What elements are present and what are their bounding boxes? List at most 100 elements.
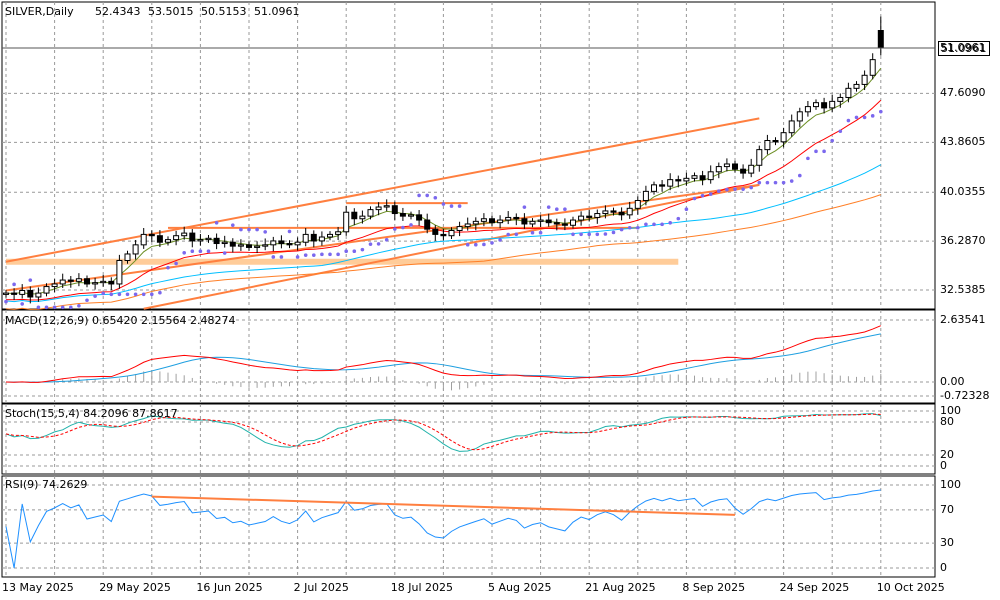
candle	[140, 233, 147, 246]
sar-dot	[77, 303, 81, 308]
candle	[505, 216, 512, 221]
candle	[116, 259, 123, 285]
sar-dot	[222, 251, 227, 255]
candle	[197, 239, 204, 242]
sar-dot	[125, 292, 130, 297]
stoch-tick: 80	[940, 414, 954, 428]
sar-dot	[182, 250, 186, 255]
candle	[343, 211, 350, 233]
candle	[424, 219, 431, 230]
date-tick: 24 Sep 2025	[779, 581, 850, 594]
candle	[92, 282, 99, 285]
sar-dot	[498, 238, 502, 242]
candle	[254, 245, 261, 248]
candle	[416, 214, 423, 221]
candle	[205, 237, 212, 241]
sar-dot	[239, 227, 243, 232]
candle	[578, 215, 585, 221]
candle	[756, 149, 763, 166]
candle	[262, 244, 269, 247]
sar-dot	[93, 294, 97, 298]
sar-dot	[376, 242, 381, 246]
sar-dot	[660, 222, 664, 227]
candle	[367, 209, 374, 217]
candle	[19, 289, 26, 295]
trendline	[5, 117, 760, 263]
panel-rsi	[1, 475, 936, 578]
sar-dot	[85, 298, 89, 303]
sar-dot	[765, 180, 770, 185]
candle	[683, 177, 690, 182]
price-tick: 51.0961	[940, 40, 986, 54]
candle	[464, 223, 471, 228]
sar-dot	[563, 207, 567, 212]
sar-dot	[522, 205, 527, 209]
sar-dot	[457, 204, 462, 208]
candle	[270, 240, 277, 246]
sar-dot	[60, 305, 65, 310]
rsi-trendline	[151, 495, 736, 516]
candle	[586, 215, 593, 218]
rsi-line	[5, 489, 881, 569]
sar-dot	[206, 249, 211, 254]
candle	[310, 233, 317, 242]
macd-label: MACD(12,26,9) 0.65420 2.15564 2.48274	[5, 314, 236, 327]
price-tick: 40.0355	[940, 185, 986, 199]
sar-dot	[117, 292, 122, 297]
candle	[667, 179, 674, 187]
candle	[675, 179, 682, 182]
candle	[472, 220, 479, 225]
sar-dot	[814, 149, 818, 154]
date-tick: 5 Aug 2025	[488, 581, 552, 594]
stoch-tick: 0	[940, 459, 947, 473]
candle	[327, 233, 333, 238]
candle	[35, 292, 42, 298]
sar-dot	[441, 202, 446, 206]
sar-dot	[773, 180, 778, 185]
candle	[845, 87, 852, 98]
sar-dot	[587, 232, 591, 237]
candle	[375, 206, 382, 211]
sar-dot	[150, 292, 154, 297]
stoch-label: Stoch(15,5,4) 84.2096 87.8617	[5, 407, 178, 420]
sar-dot	[141, 292, 146, 297]
sar-dot	[644, 222, 648, 227]
sar-dot	[231, 223, 235, 227]
sar-dot	[368, 242, 373, 246]
sar-dot	[822, 149, 826, 154]
sar-dot	[579, 232, 583, 237]
candle	[796, 111, 803, 122]
sar-dot	[336, 252, 340, 257]
sar-dot	[482, 242, 486, 247]
sar-dot	[101, 291, 105, 296]
candle	[51, 283, 58, 288]
sar-dot	[611, 230, 616, 235]
sar-dot	[854, 115, 859, 120]
candle	[618, 211, 625, 216]
candle	[318, 236, 325, 242]
panel-stoch	[1, 403, 936, 475]
candle	[764, 140, 771, 151]
sar-dot	[352, 249, 357, 254]
candle	[456, 226, 463, 231]
candle	[715, 166, 722, 173]
candle	[480, 218, 487, 222]
sar-dot	[279, 255, 284, 259]
ma-slow-line	[5, 164, 882, 303]
candle	[699, 175, 706, 181]
price-tick: 47.6090	[940, 86, 986, 100]
macd-signal-line	[5, 333, 881, 383]
ma-long-line	[5, 194, 881, 310]
candle	[124, 253, 131, 261]
sar-dot	[409, 223, 413, 227]
candle	[294, 241, 301, 246]
date-tick: 8 Sep 2025	[682, 581, 746, 594]
candle	[594, 213, 601, 218]
rsi-tick: 70	[940, 502, 954, 516]
candle	[67, 279, 74, 282]
candle	[335, 231, 342, 235]
sar-dot	[393, 227, 397, 231]
sar-dot	[474, 242, 478, 247]
candle	[837, 96, 844, 102]
